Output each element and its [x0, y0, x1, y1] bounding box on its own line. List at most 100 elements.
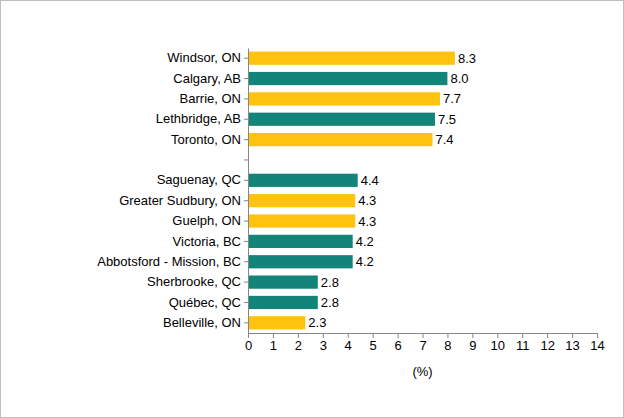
- y-axis: Windsor, ON Calgary, AB Barrie, ON Lethbrid…: [97, 49, 248, 334]
- x-tick-label: 8: [444, 338, 451, 353]
- y-tick-mark: [244, 58, 248, 59]
- x-tick-label: 9: [469, 338, 476, 353]
- y-tick-mark: [244, 221, 248, 222]
- bar: [248, 72, 447, 85]
- y-tick: Barrie, ON: [180, 91, 248, 106]
- y-tick: Sherbrooke, QC: [147, 274, 248, 289]
- bar: [248, 113, 435, 126]
- x-tick-label: 4: [345, 338, 352, 353]
- x-tick-label: 1: [270, 338, 277, 353]
- x-tick: 10: [491, 333, 505, 353]
- y-tick-label: Toronto, ON: [171, 132, 241, 147]
- data-label: 4.4: [361, 173, 379, 188]
- y-tick-mark: [244, 282, 248, 283]
- x-tick: 8: [444, 333, 451, 353]
- y-tick-mark: [244, 302, 248, 303]
- bar: [248, 92, 440, 105]
- x-tick-label: 5: [370, 338, 377, 353]
- x-tick: 1: [270, 333, 277, 353]
- y-tick-mark: [244, 241, 248, 242]
- y-tick-label: Québec, QC: [169, 295, 241, 310]
- x-tick-label: 10: [491, 338, 505, 353]
- x-tick: 4: [345, 333, 352, 353]
- y-tick: Belleville, ON: [163, 315, 248, 330]
- x-tick: 11: [516, 333, 530, 353]
- bar: [248, 52, 455, 65]
- y-tick-mark: [244, 98, 248, 99]
- x-tick-label: 12: [540, 338, 554, 353]
- x-tick-label: 2: [295, 338, 302, 353]
- data-label: 7.7: [443, 91, 461, 106]
- x-tick: 3: [320, 333, 327, 353]
- x-tick: 13: [565, 333, 579, 353]
- x-tick-label: 11: [516, 338, 530, 353]
- y-tick-label: Guelph, ON: [172, 213, 241, 228]
- y-tick-label: Calgary, AB: [173, 71, 241, 86]
- y-tick: Québec, QC: [169, 295, 248, 310]
- chart: 8.38.07.77.57.44.44.34.34.24.22.82.82.30…: [0, 0, 624, 418]
- y-tick: Windsor, ON: [167, 50, 248, 65]
- bar: [248, 235, 353, 248]
- data-label: 8.0: [450, 71, 468, 86]
- y-tick-mark: [244, 139, 248, 140]
- y-tick-label: Saguenay, QC: [157, 172, 241, 187]
- data-label: 2.8: [321, 275, 339, 290]
- y-tick-mark: [244, 180, 248, 181]
- y-tick: Toronto, ON: [171, 132, 248, 147]
- y-tick-label: Victoria, BC: [173, 234, 241, 249]
- data-label: 4.3: [358, 214, 376, 229]
- data-label: 4.2: [356, 254, 374, 269]
- x-axis-title: (%): [412, 364, 432, 379]
- y-tick: Abbotsford - Mission, BC: [97, 254, 248, 269]
- bar: [248, 214, 355, 227]
- y-tick-label: Lethbridge, AB: [156, 111, 241, 126]
- y-tick: Saguenay, QC: [157, 172, 248, 187]
- data-label: 7.4: [435, 132, 453, 147]
- data-label: 8.3: [458, 51, 476, 66]
- y-tick-label: Belleville, ON: [163, 315, 241, 330]
- bar: [248, 133, 432, 146]
- y-tick-mark: [244, 322, 248, 323]
- y-tick-mark: [244, 78, 248, 79]
- bar: [248, 194, 355, 207]
- bar: [248, 316, 305, 329]
- y-tick-label: Barrie, ON: [180, 91, 241, 106]
- y-tick-mark: [244, 200, 248, 201]
- y-tick: Calgary, AB: [173, 71, 248, 86]
- x-tick-label: 6: [394, 338, 401, 353]
- x-tick: 6: [394, 333, 401, 353]
- data-label: 2.8: [321, 295, 339, 310]
- data-label: 4.2: [356, 234, 374, 249]
- y-tick-label: Abbotsford - Mission, BC: [97, 254, 241, 269]
- chart-border: [1, 1, 624, 418]
- y-tick-mark: [244, 119, 248, 120]
- x-tick: 12: [540, 333, 554, 353]
- y-tick-label: Greater Sudbury, ON: [119, 193, 241, 208]
- x-tick: 7: [419, 333, 426, 353]
- x-tick-label: 14: [590, 338, 604, 353]
- x-tick-label: 3: [320, 338, 327, 353]
- x-tick: 2: [295, 333, 302, 353]
- x-axis: 01234567891011121314: [245, 333, 605, 353]
- x-tick-label: 13: [565, 338, 579, 353]
- y-tick-mark: [244, 159, 248, 160]
- bar: [248, 174, 358, 187]
- bar: [248, 275, 318, 288]
- bar: [248, 255, 353, 268]
- x-tick: 9: [469, 333, 476, 353]
- data-labels: 8.38.07.77.57.44.44.34.34.24.22.82.82.3: [308, 51, 476, 331]
- bar: [248, 296, 318, 309]
- y-tick: Lethbridge, AB: [156, 111, 248, 126]
- x-tick: 5: [370, 333, 377, 353]
- y-tick-label: Sherbrooke, QC: [147, 274, 241, 289]
- y-tick: Greater Sudbury, ON: [119, 193, 248, 208]
- y-tick: [244, 159, 248, 160]
- x-tick: 0: [245, 333, 252, 353]
- x-tick: 14: [590, 333, 604, 353]
- y-tick-label: Windsor, ON: [167, 50, 241, 65]
- y-tick: Victoria, BC: [173, 234, 248, 249]
- y-tick-mark: [244, 261, 248, 262]
- data-label: 2.3: [308, 315, 326, 330]
- x-tick-label: 0: [245, 338, 252, 353]
- y-axis-line: [248, 49, 249, 334]
